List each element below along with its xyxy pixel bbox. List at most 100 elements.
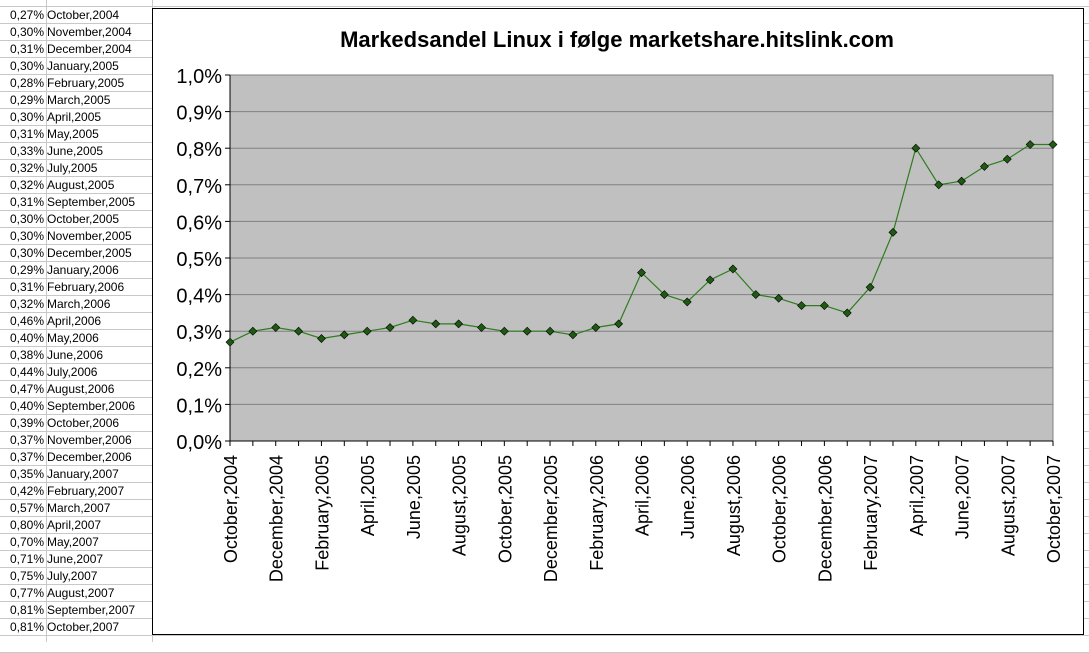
data-point-marker xyxy=(545,326,555,336)
data-point-marker xyxy=(591,323,601,332)
column-gridline xyxy=(46,0,47,642)
cell-month[interactable]: April,2005 xyxy=(47,110,102,124)
cell-share-value[interactable]: 0,77% xyxy=(9,586,44,600)
cell-share-value[interactable]: 0,39% xyxy=(9,416,44,430)
cell-share-value[interactable]: 0,44% xyxy=(9,365,44,379)
y-tick-label: 1,0% xyxy=(176,66,222,88)
data-point-marker xyxy=(522,326,532,336)
cell-share-value[interactable]: 0,31% xyxy=(9,42,44,56)
cell-month[interactable]: May,2005 xyxy=(47,127,99,141)
cell-share-value[interactable]: 0,37% xyxy=(9,450,44,464)
data-point-marker xyxy=(385,323,395,332)
data-point-marker xyxy=(408,315,418,325)
cell-month[interactable]: October,2005 xyxy=(47,212,120,226)
cell-share-value[interactable]: 0,30% xyxy=(9,212,44,226)
cell-share-value[interactable]: 0,42% xyxy=(9,484,44,498)
cell-month[interactable]: December,2005 xyxy=(47,246,132,260)
cell-share-value[interactable]: 0,30% xyxy=(9,110,44,124)
cell-share-value[interactable]: 0,31% xyxy=(9,280,44,294)
cell-share-value[interactable]: 0,30% xyxy=(9,59,44,73)
data-point-marker xyxy=(568,330,578,340)
cell-month[interactable]: October,2007 xyxy=(47,620,120,634)
cell-month[interactable]: February,2005 xyxy=(47,76,125,90)
cell-month[interactable]: October,2004 xyxy=(47,8,120,22)
data-point-marker xyxy=(499,326,509,336)
x-tick-label: February,2005 xyxy=(312,455,332,571)
cell-month[interactable]: October,2006 xyxy=(47,416,120,430)
cell-share-value[interactable]: 0,32% xyxy=(9,178,44,192)
data-point-marker xyxy=(362,326,372,336)
cell-share-value[interactable]: 0,71% xyxy=(9,552,44,566)
cell-month[interactable]: April,2006 xyxy=(47,314,102,328)
cell-month[interactable]: December,2006 xyxy=(47,450,132,464)
cell-share-value[interactable]: 0,40% xyxy=(9,399,44,413)
cell-month[interactable]: June,2005 xyxy=(47,144,104,158)
x-tick-label: December,2004 xyxy=(267,455,287,582)
data-point-marker xyxy=(705,275,715,285)
cell-month[interactable]: May,2006 xyxy=(47,331,99,345)
plot-area: 0,0% 0,1% 0,2% 0,3% 0,4% 0,5% 0,6% 0,7% 0,8% 0,9%… xyxy=(176,66,1064,582)
cell-share-value[interactable]: 0,70% xyxy=(9,535,44,549)
cell-month[interactable]: January,2007 xyxy=(47,467,119,481)
y-tick-label: 0,6% xyxy=(176,212,222,234)
cell-month[interactable]: August,2006 xyxy=(47,382,115,396)
cell-month[interactable]: September,2005 xyxy=(47,195,136,209)
cell-month[interactable]: May,2007 xyxy=(47,535,99,549)
data-point-marker xyxy=(797,301,806,311)
data-point-marker xyxy=(1048,140,1058,149)
cell-share-value[interactable]: 0,29% xyxy=(9,93,44,107)
data-point-marker xyxy=(842,308,852,318)
cell-month[interactable]: November,2005 xyxy=(47,229,132,243)
data-point-marker xyxy=(637,268,646,278)
cell-share-value[interactable]: 0,81% xyxy=(9,603,44,617)
cell-share-value[interactable]: 0,29% xyxy=(9,263,44,277)
cell-share-value[interactable]: 0,38% xyxy=(9,348,44,362)
cell-month[interactable]: January,2006 xyxy=(47,263,119,277)
cell-month[interactable]: December,2004 xyxy=(47,42,132,56)
cell-share-value[interactable]: 0,30% xyxy=(9,246,44,260)
cell-share-value[interactable]: 0,31% xyxy=(9,127,44,141)
cell-month[interactable]: February,2007 xyxy=(47,484,125,498)
cell-share-value[interactable]: 0,40% xyxy=(9,331,44,345)
cell-share-value[interactable]: 0,80% xyxy=(9,518,44,532)
cell-share-value[interactable]: 0,35% xyxy=(9,467,44,481)
cell-month[interactable]: March,2007 xyxy=(47,501,111,515)
cell-month[interactable]: August,2007 xyxy=(47,586,115,600)
cell-month[interactable]: March,2006 xyxy=(47,297,111,311)
cell-month[interactable]: July,2005 xyxy=(47,161,98,175)
cell-share-value[interactable]: 0,32% xyxy=(9,297,44,311)
cell-share-value[interactable]: 0,81% xyxy=(9,620,44,634)
cell-month[interactable]: June,2007 xyxy=(47,552,104,566)
cell-share-value[interactable]: 0,31% xyxy=(9,195,44,209)
cell-month[interactable]: June,2006 xyxy=(47,348,104,362)
cell-share-value[interactable]: 0,28% xyxy=(9,76,44,90)
cell-month[interactable]: April,2007 xyxy=(47,518,102,532)
cell-share-value[interactable]: 0,30% xyxy=(9,25,44,39)
cell-share-value[interactable]: 0,32% xyxy=(9,161,44,175)
cell-month[interactable]: September,2006 xyxy=(47,399,136,413)
cell-month[interactable]: July,2007 xyxy=(47,569,98,583)
chart-object[interactable]: Markedsandel Linux i følge marketshare.h… xyxy=(152,8,1084,635)
x-tick-label: April,2006 xyxy=(633,455,653,536)
y-tick-label: 0,0% xyxy=(176,432,222,454)
cell-share-value[interactable]: 0,37% xyxy=(9,433,44,447)
cell-share-value[interactable]: 0,27% xyxy=(9,8,44,22)
cell-share-value[interactable]: 0,30% xyxy=(9,229,44,243)
cell-share-value[interactable]: 0,57% xyxy=(9,501,44,515)
cell-month[interactable]: September,2007 xyxy=(47,603,136,617)
cell-share-value[interactable]: 0,46% xyxy=(9,314,44,328)
cell-month[interactable]: January,2005 xyxy=(47,59,119,73)
cell-month[interactable]: February,2006 xyxy=(47,280,125,294)
data-point-marker xyxy=(728,264,738,274)
cell-month[interactable]: August,2005 xyxy=(47,178,115,192)
cell-month[interactable]: July,2006 xyxy=(47,365,98,379)
data-point-marker xyxy=(957,176,966,186)
cell-share-value[interactable]: 0,33% xyxy=(9,144,44,158)
cell-month[interactable]: March,2005 xyxy=(47,93,111,107)
y-tick-label: 0,2% xyxy=(176,359,222,381)
data-point-marker xyxy=(682,297,692,307)
cell-month[interactable]: November,2004 xyxy=(47,25,132,39)
cell-share-value[interactable]: 0,47% xyxy=(9,382,44,396)
cell-share-value[interactable]: 0,75% xyxy=(9,569,44,583)
cell-month[interactable]: November,2006 xyxy=(47,433,132,447)
